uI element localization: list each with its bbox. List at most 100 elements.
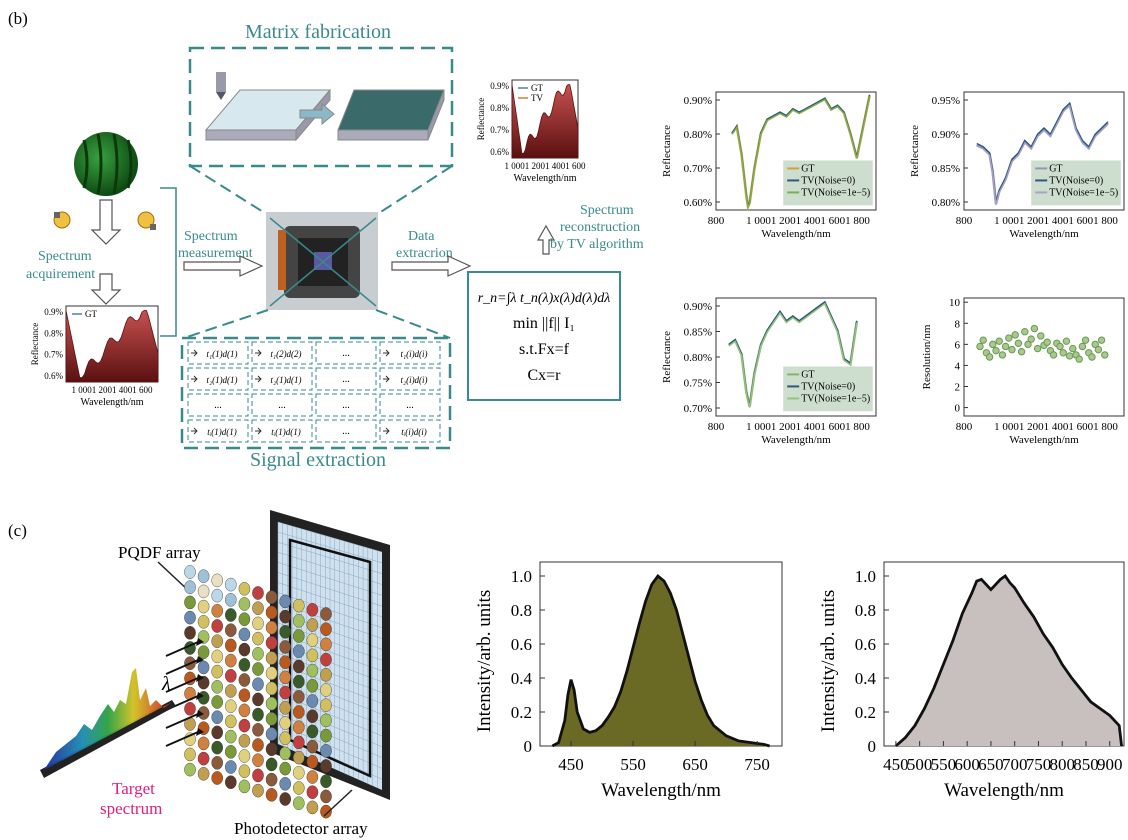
pqdf-dot <box>320 774 332 789</box>
pqdf-dot <box>238 718 251 733</box>
pqdf-dot <box>238 703 251 718</box>
pqdf-dot <box>224 638 237 653</box>
pqdf-dot <box>197 645 210 660</box>
pqdf-dot <box>292 644 305 659</box>
photodetector-array-label: Photodetector array <box>234 819 368 838</box>
spectrum-area <box>44 668 172 770</box>
pqdf-dot <box>292 629 305 643</box>
pqdf-dot <box>211 604 223 618</box>
y-tick-label: 0.6 <box>855 635 876 654</box>
pqdf-dot <box>292 659 305 674</box>
pqdf-dot <box>320 804 332 819</box>
pqdf-dot <box>292 735 305 750</box>
y-tick-label: 0.8% <box>44 328 63 338</box>
photodetector-pointer-line <box>323 789 353 817</box>
pqdf-dot <box>306 800 319 815</box>
y-tick-label: 10 <box>949 297 961 309</box>
data-point <box>1024 340 1032 349</box>
pqdf-dot <box>224 684 237 698</box>
y-tick-label: 0.6% <box>44 371 63 381</box>
pqdf-dot <box>197 599 210 614</box>
x-tick-label: 800 <box>956 421 973 433</box>
y-tick-label: 0.8% <box>490 103 509 113</box>
x-tick-label: 850 <box>1073 755 1099 774</box>
pqdf-dot <box>224 760 237 774</box>
y-tick-label: 0.90% <box>684 95 712 107</box>
y-tick-label: 0.75% <box>684 378 712 390</box>
grid-cell <box>251 393 313 417</box>
grid-cell-label: t₂(i)d(i) <box>400 375 427 385</box>
y-tick-label: 2 <box>955 382 961 394</box>
y-axis-label: Reflectance <box>661 125 673 177</box>
pqdf-dot <box>238 779 251 794</box>
pqdf-dot <box>197 569 210 584</box>
y-axis-label: Reflectance <box>30 323 40 365</box>
y-tick-label: 8 <box>955 318 961 330</box>
pqdf-dot <box>279 761 292 776</box>
grid-cell-label: ... <box>342 374 350 385</box>
arrow-head <box>196 728 204 736</box>
data-point <box>1037 332 1045 340</box>
pqdf-dot <box>211 649 223 664</box>
pqdf-dot <box>184 747 196 762</box>
x-tick-label: 650 <box>978 755 1004 774</box>
pqdf-dot <box>252 662 264 676</box>
y-tick-label: 0.7% <box>490 125 509 135</box>
data-point <box>1017 348 1026 356</box>
y-axis-label: Intensity/arb. units <box>818 590 839 732</box>
y-tick-label: 0.9% <box>44 307 63 317</box>
pqdf-dot <box>279 792 292 806</box>
y-axis-label: Reflectance <box>661 331 673 383</box>
pqdf-dot <box>238 658 251 672</box>
data-point <box>1056 342 1064 351</box>
equation-box <box>467 271 621 401</box>
pqdf-dot <box>224 729 237 744</box>
pqdf-dot <box>252 677 264 692</box>
pqdf-dot <box>224 699 237 714</box>
pqdf-dot <box>197 736 210 751</box>
y-tick-label: 1.0 <box>511 567 532 586</box>
arrow-head <box>196 692 204 700</box>
y-tick-label: 0.60% <box>684 197 712 209</box>
grid-cell-label: ... <box>342 348 350 359</box>
intensity-chart-2: 1.0 0.8 0.6 0.4 0.2 0 450500550600650700750800… <box>818 561 1125 801</box>
grid-cell <box>379 393 441 417</box>
y-tick-label: 0.8 <box>511 601 532 620</box>
lamp-icon <box>53 211 71 229</box>
grid-cell <box>251 419 313 443</box>
legend-label: TV(Noise=1e−5) <box>801 393 870 404</box>
arrow-head <box>196 656 204 664</box>
pqdf-dot <box>279 655 292 670</box>
down-arrow-icon <box>90 199 122 245</box>
pqdf-dot <box>252 723 264 737</box>
pqdf-dot <box>252 753 264 768</box>
pqdf-dot <box>279 777 292 791</box>
pqdf-dot <box>279 670 292 685</box>
equation-line-3: s.t.Fx=f <box>519 341 570 358</box>
data-point <box>979 336 987 344</box>
pqdf-dot <box>197 751 210 766</box>
photodiode-icon <box>383 375 390 383</box>
pqdf-dot <box>306 755 319 769</box>
pqdf-dot <box>224 577 237 592</box>
pqdf-dot <box>279 701 292 715</box>
data-point <box>1094 345 1103 354</box>
x-tick-label: 800 <box>1049 755 1075 774</box>
legend-label: TV(Noise=0) <box>801 381 855 392</box>
y-tick-label: 0.9% <box>490 81 509 91</box>
pqdf-dot <box>211 740 223 755</box>
x-axis-label: Wavelength/nm <box>80 397 143 408</box>
pqdf-dot <box>320 713 332 728</box>
pqdf-dot <box>238 627 251 642</box>
pqdf-dot <box>252 616 264 631</box>
grid-cell <box>315 367 377 391</box>
pqdf-dot <box>252 738 264 752</box>
data-point <box>1062 337 1071 345</box>
pqdf-dot <box>238 612 251 627</box>
data-point <box>1081 336 1090 344</box>
pqdf-dot <box>184 580 196 595</box>
signal-grid: t₁(1)d(1) t₁(2)d(2)... t₁(i)d(i) t₂(1)d(1) t… <box>187 341 441 443</box>
pqdf-dot <box>279 640 292 654</box>
legend-label: TV(Noise=1e−5) <box>1049 187 1118 198</box>
